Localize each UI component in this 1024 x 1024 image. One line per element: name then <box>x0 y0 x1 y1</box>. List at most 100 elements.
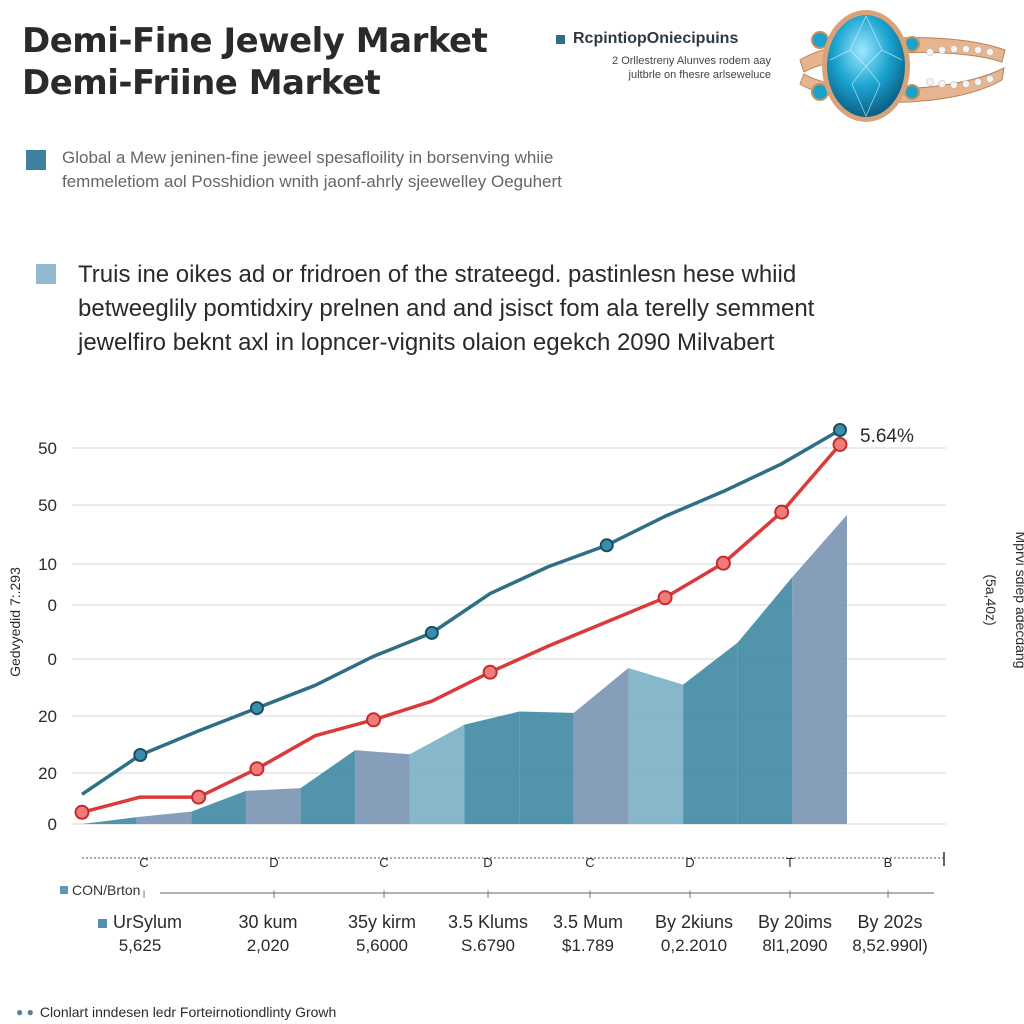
area-segment <box>683 642 738 824</box>
x-tick-label: B <box>884 855 893 870</box>
description-block: Truis ine oikes ad or fridroen of the st… <box>36 258 814 360</box>
milestone-card: 3.5 Mum $1.789 <box>553 910 623 958</box>
teal-data-point <box>133 748 148 762</box>
red-data-point <box>366 712 382 728</box>
y-tick-label: 0 <box>48 596 57 615</box>
milestone-label: 35y kirm <box>347 912 417 932</box>
teal-data-point <box>599 538 614 553</box>
area-segment <box>409 724 465 824</box>
x-tick-mark: I <box>688 889 691 901</box>
subtitle-block: Global a Mew jeninen-fine jeweel spesafl… <box>26 146 562 194</box>
page-title: Demi-Fine Jewely Market <box>22 21 488 61</box>
red-data-point <box>482 664 498 680</box>
teal-series-line <box>81 428 841 796</box>
milestone-value: 8,52.990l) <box>852 936 928 955</box>
milestone-label: 3.5 Mum <box>552 912 624 932</box>
milestone-card: By 20ims 8l1,2090 <box>758 910 832 958</box>
milestone-value: S.6790 <box>461 936 515 955</box>
teal-data-point <box>424 625 439 640</box>
x-tick-label: D <box>685 855 694 870</box>
area-segment <box>245 788 301 824</box>
y-axis-title-right-2: (5a,40z) <box>983 574 999 625</box>
area-segment <box>355 750 410 824</box>
x-tick-mark: I <box>588 889 591 901</box>
teal-data-point <box>833 423 847 438</box>
area-segment <box>300 750 356 824</box>
red-data-point <box>715 555 731 571</box>
red-data-point <box>191 789 207 805</box>
red-data-point <box>832 437 848 452</box>
area-segment <box>464 711 520 824</box>
milestone-label: UrSylum <box>97 910 182 934</box>
subtitle-line-1: Global a Mew jeninen-fine jeweel spesafl… <box>62 148 554 167</box>
description-line-2: betweeglily pomtidxiry prelnen and and j… <box>78 295 815 322</box>
y-tick-label: 20 <box>38 764 57 783</box>
description-line-1: Truis ine oikes ad or fridroen of the st… <box>78 261 797 288</box>
title-block: Demi-Fine Jewely Market Demi-Friine Mark… <box>22 20 488 104</box>
page-title-line-2: Demi-Friine Market <box>22 63 381 103</box>
footer-bullets: ● ● <box>16 1005 34 1019</box>
red-data-point <box>249 761 265 777</box>
milestone-cards: UrSylum 5,625 30 kum 2,020 35y kirm 5,6000 3.5… <box>0 910 1024 970</box>
y-tick-label: 0 <box>48 650 57 669</box>
milestone-value: 0,2.2010 <box>660 936 728 955</box>
milestone-card: 3.5 Klums S.6790 <box>448 910 528 958</box>
area-segment <box>136 811 192 824</box>
top-legend-label: RcpintiopOniecipuins <box>573 30 739 47</box>
area-segment <box>519 711 574 824</box>
description-line-3: jewelfiro beknt axl in lopncer-vignits o… <box>78 329 775 356</box>
x-tick-label: C <box>379 855 388 870</box>
milestone-label: 3.5 Klums <box>447 912 529 932</box>
top-legend-note-1: 2 Orllestreny Alunves rodem aay <box>612 55 771 67</box>
x-tick-label: D <box>483 855 492 870</box>
milestone-card: 30 kum 2,020 <box>238 910 297 958</box>
red-series-line <box>81 443 842 814</box>
area-segment <box>191 790 246 824</box>
red-data-point <box>74 804 90 820</box>
y-axis-title-right: Mprvi sdiep adecdang <box>1013 532 1024 669</box>
gemstone-ring-icon <box>799 10 1006 122</box>
red-data-point <box>774 504 790 520</box>
red-data-point <box>657 590 673 606</box>
x-tick-mark: I <box>142 889 145 901</box>
y-tick-label: 10 <box>38 555 57 574</box>
x-tick-mark: I <box>382 889 385 901</box>
area-segment <box>737 576 793 824</box>
y-tick-label: 20 <box>38 707 57 726</box>
milestone-value: 2,020 <box>246 936 290 955</box>
x-tick-mark: I <box>788 889 791 901</box>
x-tick-label: D <box>269 855 278 870</box>
y-axis-title-left: Gedvyedid 7:.293 <box>7 567 23 677</box>
area-segment <box>628 668 684 824</box>
area-segment <box>573 668 629 824</box>
area-segment <box>82 817 137 824</box>
square-icon <box>36 264 56 284</box>
milestone-card: By 202s 8,52.990l) <box>852 910 928 958</box>
square-icon <box>60 886 68 894</box>
top-legend: RcpintiopOniecipuins 2 Orllestreny Alunv… <box>556 30 771 82</box>
x-tick-label: T <box>786 855 794 870</box>
milestone-card: UrSylum 5,625 <box>97 910 182 958</box>
milestone-value: 5,625 <box>118 936 162 955</box>
x-tick-label: C <box>585 855 594 870</box>
top-legend-note-2: jultbrle on fhesre arlseweluce <box>628 69 771 81</box>
milestone-label: By 2kiuns <box>654 912 734 932</box>
milestone-label: 30 kum <box>238 912 298 932</box>
footer-text: Clonlart inndesen ledr Forteirnotiondlin… <box>39 1004 337 1020</box>
x-tick-mark: I <box>886 889 889 901</box>
milestone-value: 8l1,2090 <box>762 936 828 955</box>
y-tick-label: 0 <box>48 815 57 834</box>
footer: ● ● Clonlart inndesen ledr Forteirnotion… <box>16 1004 336 1020</box>
milestone-label: By 202s <box>857 912 923 932</box>
teal-data-point <box>249 701 264 716</box>
x-axis-legend-label: CON/Brton <box>72 882 140 898</box>
square-icon <box>26 150 46 170</box>
x-tick-mark: I <box>272 889 275 901</box>
milestone-value: 5,6000 <box>355 936 408 955</box>
y-tick-label: 50 <box>38 496 57 515</box>
x-tick-label: C <box>139 855 148 870</box>
milestone-card: By 2kiuns 0,2.2010 <box>655 910 733 958</box>
milestone-card: 35y kirm 5,6000 <box>348 910 416 958</box>
growth-annotation: 5.64% <box>860 426 914 447</box>
